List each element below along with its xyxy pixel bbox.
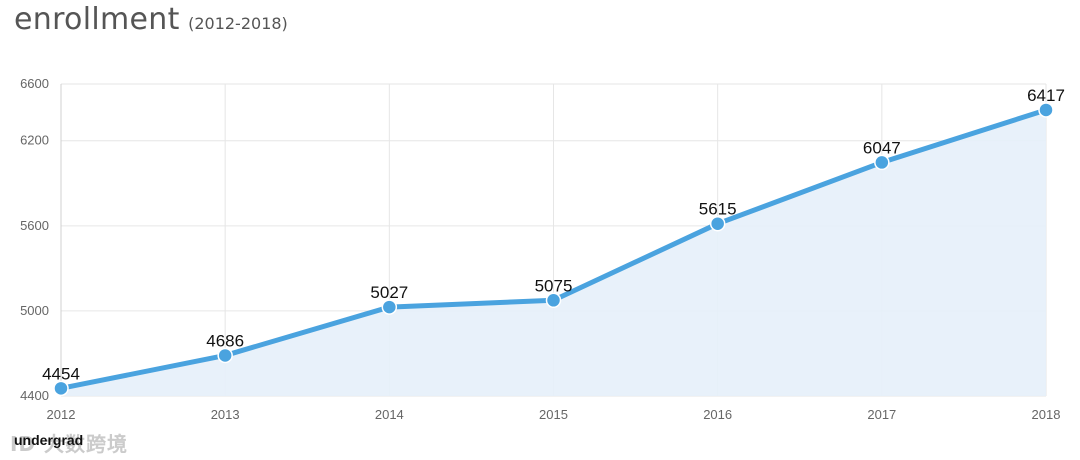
data-label: 6047 — [863, 138, 901, 157]
data-label: 5615 — [699, 200, 737, 219]
x-tick-label: 2013 — [211, 407, 240, 422]
data-point — [874, 154, 890, 171]
y-tick-label: 5600 — [20, 218, 49, 233]
series-area — [61, 109, 1046, 396]
legend-series-label: undergrad — [14, 432, 84, 448]
data-point — [381, 299, 398, 315]
data-label: 5075 — [535, 276, 573, 295]
x-tick-label: 2012 — [47, 407, 76, 422]
x-tick-label: 2018 — [1032, 407, 1061, 422]
data-point — [709, 215, 726, 232]
data-label: 6417 — [1027, 86, 1065, 105]
chart-title-row: enrollment (2012-2018) — [14, 2, 288, 37]
area-layer — [61, 109, 1046, 396]
y-tick-label: 6200 — [20, 133, 49, 148]
data-label: 5027 — [370, 283, 408, 302]
chart-title: enrollment — [14, 2, 180, 37]
data-label: 4686 — [206, 331, 244, 350]
data-labels-layer: 4454 4686 5027 5075 5615 6047 6417 — [42, 86, 1065, 383]
y-tick-label: 5000 — [20, 303, 49, 318]
y-axis-ticks: 4400 5000 5600 6200 6600 — [20, 76, 49, 403]
chart-subtitle: (2012-2018) — [188, 14, 288, 33]
y-tick-label: 6600 — [20, 76, 49, 91]
y-tick-label: 4400 — [20, 388, 49, 403]
x-axis-ticks: 2012 2013 2014 2015 2016 2017 2018 — [47, 407, 1061, 422]
data-label: 4454 — [42, 364, 80, 383]
data-point — [217, 347, 233, 364]
data-point — [53, 380, 69, 397]
watermark: ID 大数跨境 — [10, 432, 129, 456]
data-point — [545, 292, 562, 309]
data-point — [1038, 102, 1054, 118]
x-tick-label: 2017 — [867, 407, 896, 422]
points-layer — [53, 102, 1054, 397]
x-tick-label: 2016 — [703, 407, 732, 422]
x-tick-label: 2014 — [375, 407, 404, 422]
x-tick-label: 2015 — [539, 407, 568, 422]
